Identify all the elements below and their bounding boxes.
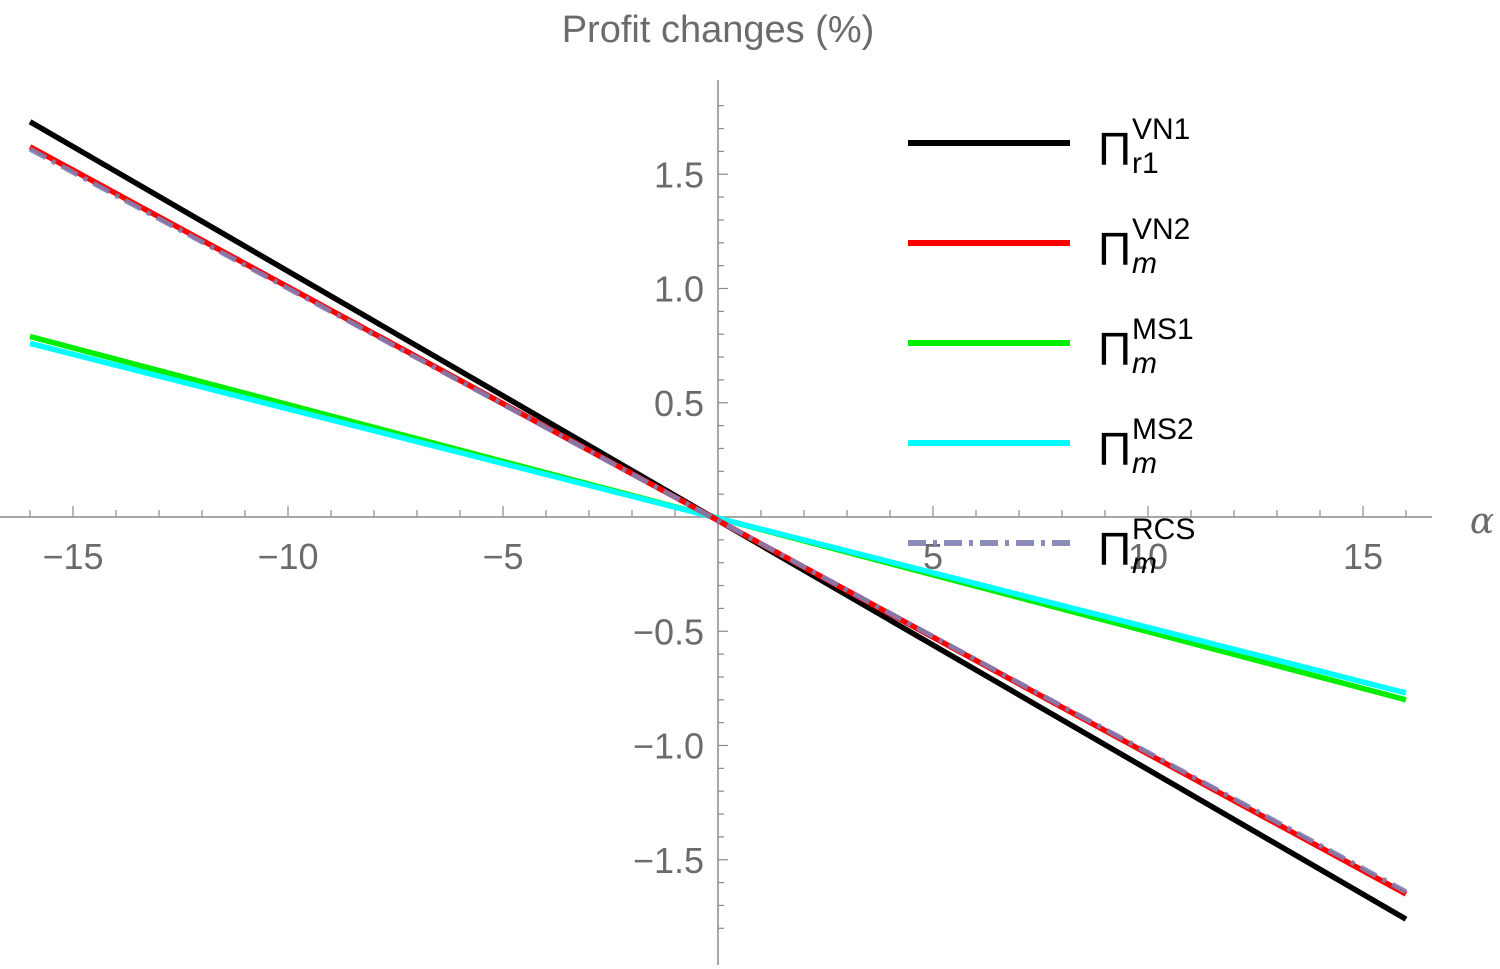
series-layer xyxy=(28,119,1408,922)
legend-symbol: Π xyxy=(1098,323,1131,375)
legend-symbol: Π xyxy=(1098,423,1131,475)
y-tick-label: −1.5 xyxy=(633,840,704,881)
legend-subscript: r1 xyxy=(1132,147,1159,180)
x-tick-label: 5 xyxy=(923,536,943,577)
legend-superscript: MS1 xyxy=(1132,313,1194,346)
legend-superscript: MS2 xyxy=(1132,413,1194,446)
x-tick-label: −5 xyxy=(482,536,523,577)
y-tick-label: 1.0 xyxy=(654,269,704,310)
legend-superscript: VN2 xyxy=(1132,213,1190,246)
y-tick-label: 1.5 xyxy=(654,154,704,195)
y-tick-label: −0.5 xyxy=(633,611,704,652)
legend-symbol: Π xyxy=(1098,223,1131,275)
x-tick-label: 15 xyxy=(1343,536,1383,577)
legend-subscript: m xyxy=(1132,247,1157,280)
x-tick-label: −10 xyxy=(257,536,318,577)
y-tick-label: 0.5 xyxy=(654,383,704,424)
legend-subscript: m xyxy=(1132,447,1157,480)
chart-title: Profit changes (%) xyxy=(562,9,875,51)
legend-subscript: m xyxy=(1132,347,1157,380)
legend-symbol: Π xyxy=(1098,523,1131,575)
legend-subscript: m xyxy=(1132,547,1157,580)
legend-superscript: RCS xyxy=(1132,513,1195,546)
x-axis-label: α xyxy=(1470,501,1494,542)
x-tick-label: 10 xyxy=(1128,536,1168,577)
x-tick-label: −15 xyxy=(42,536,103,577)
axes: −15 −10 −5 5 10 15 1.5 1.0 0.5 −0.5 −1.0 −1.5 xyxy=(0,80,1432,965)
legend-symbol: Π xyxy=(1098,123,1131,175)
legend-superscript: VN1 xyxy=(1132,113,1190,146)
series-line-rcs xyxy=(28,146,1408,894)
y-tick-label: −1.0 xyxy=(633,726,704,767)
